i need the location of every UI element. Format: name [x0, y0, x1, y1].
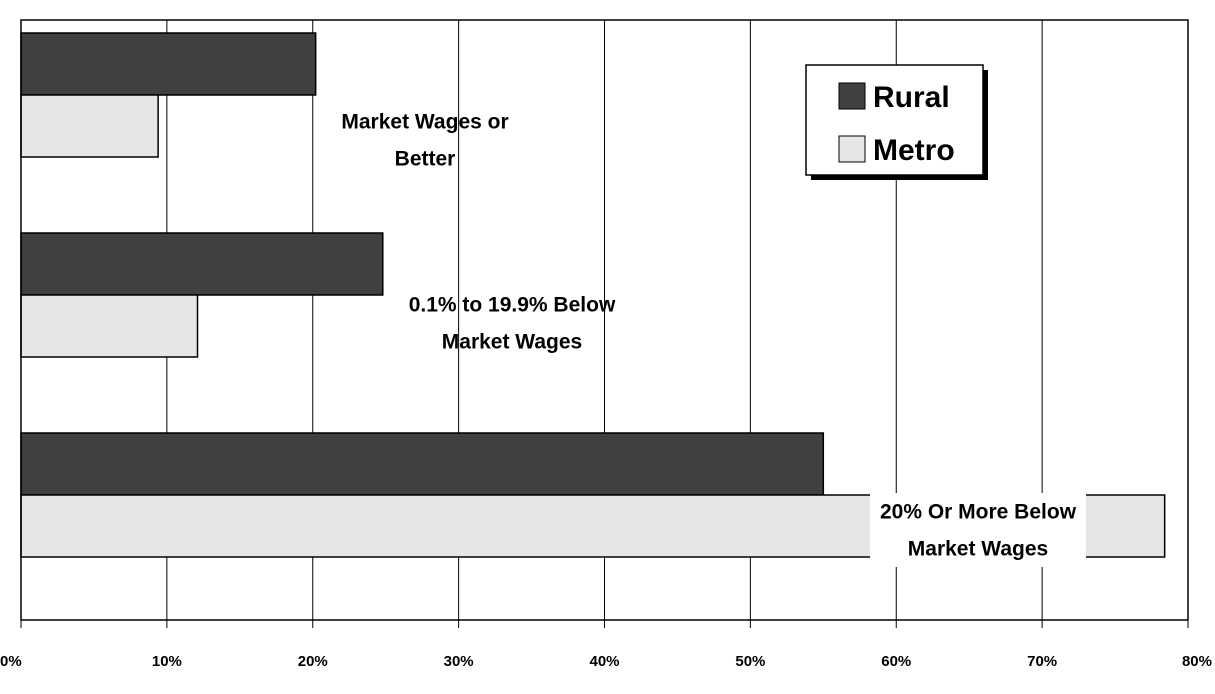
legend: Rural Metro: [805, 64, 988, 180]
x-tick-label: 50%: [735, 653, 765, 670]
category-label: Market Wages: [908, 538, 1048, 561]
x-tick-label: 30%: [444, 653, 474, 670]
category-label: Market Wages or: [341, 111, 508, 134]
category-label: Market Wages: [442, 331, 582, 354]
category-label: 20% Or More Below: [880, 501, 1077, 524]
x-tick-label: 60%: [881, 653, 911, 670]
legend-box: [805, 64, 984, 176]
category-label-background: [870, 493, 1086, 567]
x-tick-label: 10%: [152, 653, 182, 670]
bar-metro: [20, 94, 159, 158]
x-tick-label: 20%: [298, 653, 328, 670]
legend-label-rural: Rural: [873, 81, 950, 114]
legend-swatch-rural: [838, 82, 866, 110]
x-tick-label: 40%: [589, 653, 619, 670]
legend-label-metro: Metro: [873, 134, 955, 167]
bar-rural: [20, 232, 384, 296]
x-tick-label: 0%: [0, 653, 22, 670]
x-axis: 0% 10% 20% 30% 40% 50% 60% 70% 80%: [0, 620, 1212, 670]
category-label: 0.1% to 19.9% Below: [409, 294, 616, 317]
category-labels: Market Wages or Better 0.1% to 19.9% Below…: [341, 111, 1086, 567]
bar-rural: [20, 432, 825, 496]
bar-metro: [20, 294, 199, 358]
legend-swatch-metro: [838, 135, 866, 163]
bars: [20, 32, 1166, 558]
x-tick-label: 80%: [1182, 653, 1212, 670]
bar-rural: [20, 32, 317, 96]
x-tick-label: 70%: [1027, 653, 1057, 670]
category-label: Better: [395, 148, 456, 171]
